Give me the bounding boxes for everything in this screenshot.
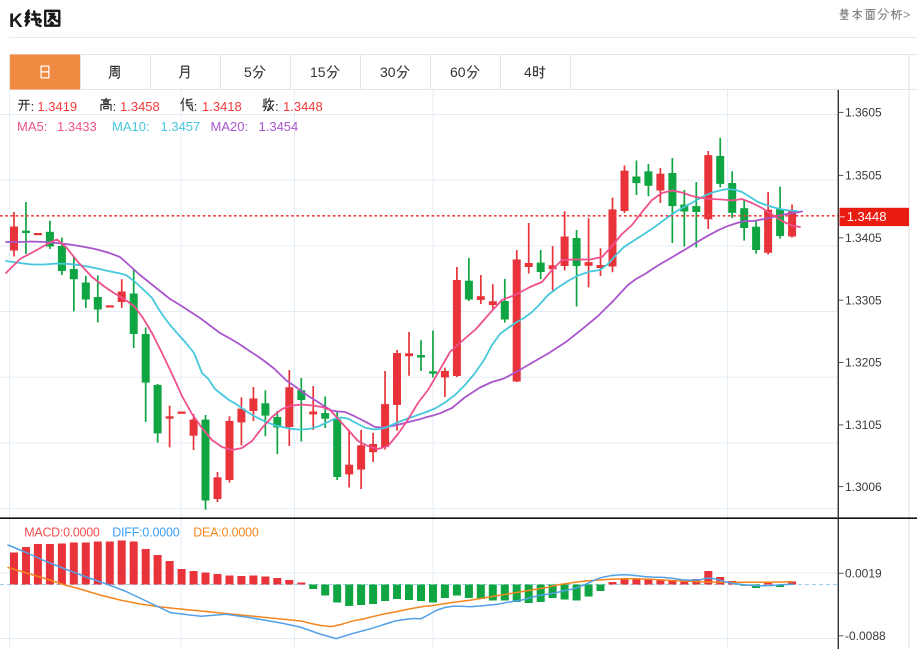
svg-text:15: 15: [310, 64, 326, 80]
svg-text:1.3433: 1.3433: [57, 119, 97, 134]
svg-text:MACD:0.0000: MACD:0.0000: [24, 525, 100, 539]
svg-text::: :: [113, 99, 117, 114]
svg-text:5: 5: [244, 64, 252, 80]
svg-text:1.3605: 1.3605: [845, 106, 882, 120]
svg-text:1.3457: 1.3457: [161, 119, 201, 134]
svg-text:DIFF:0.0000: DIFF:0.0000: [112, 525, 180, 539]
svg-text:4: 4: [524, 64, 532, 80]
svg-text::: :: [194, 99, 198, 114]
svg-text:1.3448: 1.3448: [847, 209, 887, 224]
svg-text::: :: [31, 99, 35, 114]
svg-text:1.3006: 1.3006: [845, 480, 882, 494]
svg-text:1.3405: 1.3405: [845, 231, 882, 245]
svg-text:1.3454: 1.3454: [259, 119, 299, 134]
svg-text:60: 60: [450, 64, 466, 80]
svg-text:1.3105: 1.3105: [845, 418, 882, 432]
svg-text:DEA:0.0000: DEA:0.0000: [193, 525, 259, 539]
svg-text:30: 30: [380, 64, 396, 80]
svg-text:MA5:: MA5:: [17, 119, 47, 134]
svg-text:>: >: [903, 8, 910, 22]
svg-text:MA20:: MA20:: [211, 119, 249, 134]
svg-text:-0.0088: -0.0088: [845, 629, 886, 643]
svg-text:1.3305: 1.3305: [845, 293, 882, 307]
svg-text::: :: [275, 99, 279, 114]
svg-text:1.3419: 1.3419: [37, 99, 77, 114]
svg-text:K: K: [9, 11, 23, 32]
svg-text:MA10:: MA10:: [112, 119, 150, 134]
svg-text:1.3418: 1.3418: [202, 99, 242, 114]
svg-text:1.3448: 1.3448: [283, 99, 323, 114]
svg-text:0.0019: 0.0019: [845, 567, 882, 581]
svg-text:1.3458: 1.3458: [120, 99, 160, 114]
svg-text:1.3205: 1.3205: [845, 356, 882, 370]
svg-text:1.3505: 1.3505: [845, 169, 882, 183]
